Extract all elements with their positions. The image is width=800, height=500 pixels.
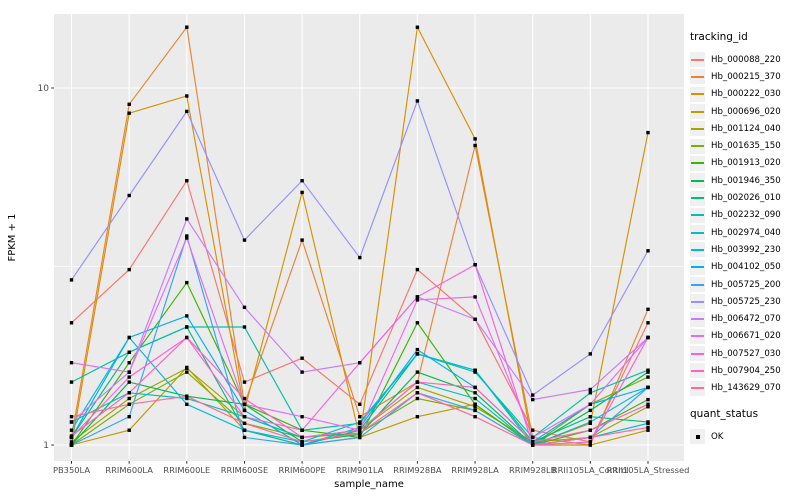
legend-label: Hb_001124_040 [711,123,781,134]
legend-item-Hb_143629_070: Hb_143629_070 [690,380,800,397]
legend-label: Hb_002232_090 [711,210,781,221]
legend-title-tracking-id: tracking_id [690,31,748,43]
legend-key-swatch [690,242,705,258]
legend-label: Hb_001913_020 [711,158,781,169]
legend-label: Hb_000222_030 [711,89,781,100]
legend-key-swatch [690,277,705,292]
legend-key-swatch [690,190,705,206]
legend-key-swatch [690,259,705,275]
legend-key-swatch [690,69,705,85]
legend-key-swatch [690,294,705,310]
legend-label: Hb_000215_370 [711,71,781,82]
x-tick-label: RRIM600LE [163,465,210,475]
legend-label: Hb_143629_070 [711,383,781,394]
black-square-marker-icon [695,434,700,439]
legend-item-Hb_006472_070: Hb_006472_070 [690,310,800,327]
y-axis-title: FPKM + 1 [7,213,18,261]
legend-key-swatch [690,328,705,344]
x-tick-label: RRIM600LA [105,465,153,475]
legend-label: Hb_002974_040 [711,227,781,238]
quant-status-block: quant_status OK [690,408,800,445]
axes: 1 10 PB350LA RRIM600LA RRIM600LE RRIM600SE RRI… [38,84,690,475]
legend-label: Hb_001635_150 [711,141,781,152]
legend-key-swatch [690,138,705,154]
quant-legend-item: OK [690,428,800,445]
legend-label: Hb_001946_350 [711,175,781,186]
legend-key-swatch [690,86,705,102]
legend-item-Hb_000696_020: Hb_000696_020 [690,103,800,120]
y-tick-label: 1 [43,441,49,451]
legend-item-Hb_001946_350: Hb_001946_350 [690,172,800,189]
legend-item-Hb_003992_230: Hb_003992_230 [690,241,800,258]
legend-item-Hb_002232_090: Hb_002232_090 [690,207,800,224]
legend-title-quant-status: quant_status [690,407,759,420]
legend-item-Hb_000222_030: Hb_000222_030 [690,86,800,103]
series-points-Hb_143629_070 [69,391,650,447]
legend-label: Hb_000088_220 [711,54,781,65]
legend-items: Hb_000088_220 Hb_000215_370 Hb_000222_030 H… [690,51,800,397]
legend-key-swatch [690,363,705,379]
quant-legend-items: OK [690,428,800,445]
legend-label: Hb_005725_230 [711,296,781,307]
legend-label: Hb_003992_230 [711,244,781,255]
quant-legend-label: OK [711,431,724,442]
legend-item-Hb_000088_220: Hb_000088_220 [690,51,800,68]
legend-label: Hb_005725_200 [711,279,781,290]
legend-item-Hb_007904_250: Hb_007904_250 [690,362,800,379]
legend-key-swatch [690,311,705,327]
legend-item-Hb_001635_150: Hb_001635_150 [690,137,800,154]
legend-key-swatch [690,207,705,223]
x-tick-label: RRIM928LB [509,465,557,475]
legend-label: Hb_006472_070 [711,314,781,325]
plot-area: 1 10 PB350LA RRIM600LA RRIM600LE RRIM600SE RRI… [7,14,690,490]
y-tick-label: 10 [38,84,50,94]
legend-key-swatch [690,104,705,120]
quant-key-swatch [690,429,705,445]
legend-panel: tracking_id Hb_000088_220 Hb_000215_370 Hb… [690,31,800,445]
x-axis-title: sample_name [334,479,404,490]
legend-key-swatch [690,121,705,137]
x-tick-label: RRIM901LA [336,465,384,475]
legend-label: Hb_006671_020 [711,331,781,342]
legend-item-Hb_007527_030: Hb_007527_030 [690,345,800,362]
legend-item-Hb_005725_200: Hb_005725_200 [690,276,800,293]
legend-key-swatch [690,155,705,171]
legend-item-Hb_000215_370: Hb_000215_370 [690,68,800,85]
x-tick-label: RRII105LA_Control [552,465,629,475]
x-tick-label: PB350LA [53,465,90,475]
legend-key-swatch [690,225,705,241]
legend-label: Hb_007904_250 [711,365,781,376]
legend-item-Hb_002974_040: Hb_002974_040 [690,224,800,241]
legend-key-swatch [690,52,705,68]
x-tick-label: RRII105LA_Stressed [607,465,690,475]
legend-item-Hb_002026_010: Hb_002026_010 [690,189,800,206]
x-tick-label: RRIM600PE [278,465,325,475]
legend-item-Hb_001913_020: Hb_001913_020 [690,155,800,172]
legend-label: Hb_002026_010 [711,193,781,204]
legend-item-Hb_005725_230: Hb_005725_230 [690,293,800,310]
x-tick-label: RRIM928LA [451,465,499,475]
x-tick-label: RRIM928BA [393,465,442,475]
legend-key-swatch [690,380,705,396]
legend-key-swatch [690,173,705,189]
legend-label: Hb_004102_050 [711,262,781,273]
legend-key-swatch [690,346,705,362]
legend-label: Hb_000696_020 [711,106,781,117]
legend-item-Hb_004102_050: Hb_004102_050 [690,259,800,276]
legend-item-Hb_006671_020: Hb_006671_020 [690,328,800,345]
legend-label: Hb_007527_030 [711,348,781,359]
x-tick-label: RRIM600SE [221,465,268,475]
series-points-Hb_007904_250 [69,335,650,444]
legend-item-Hb_001124_040: Hb_001124_040 [690,120,800,137]
